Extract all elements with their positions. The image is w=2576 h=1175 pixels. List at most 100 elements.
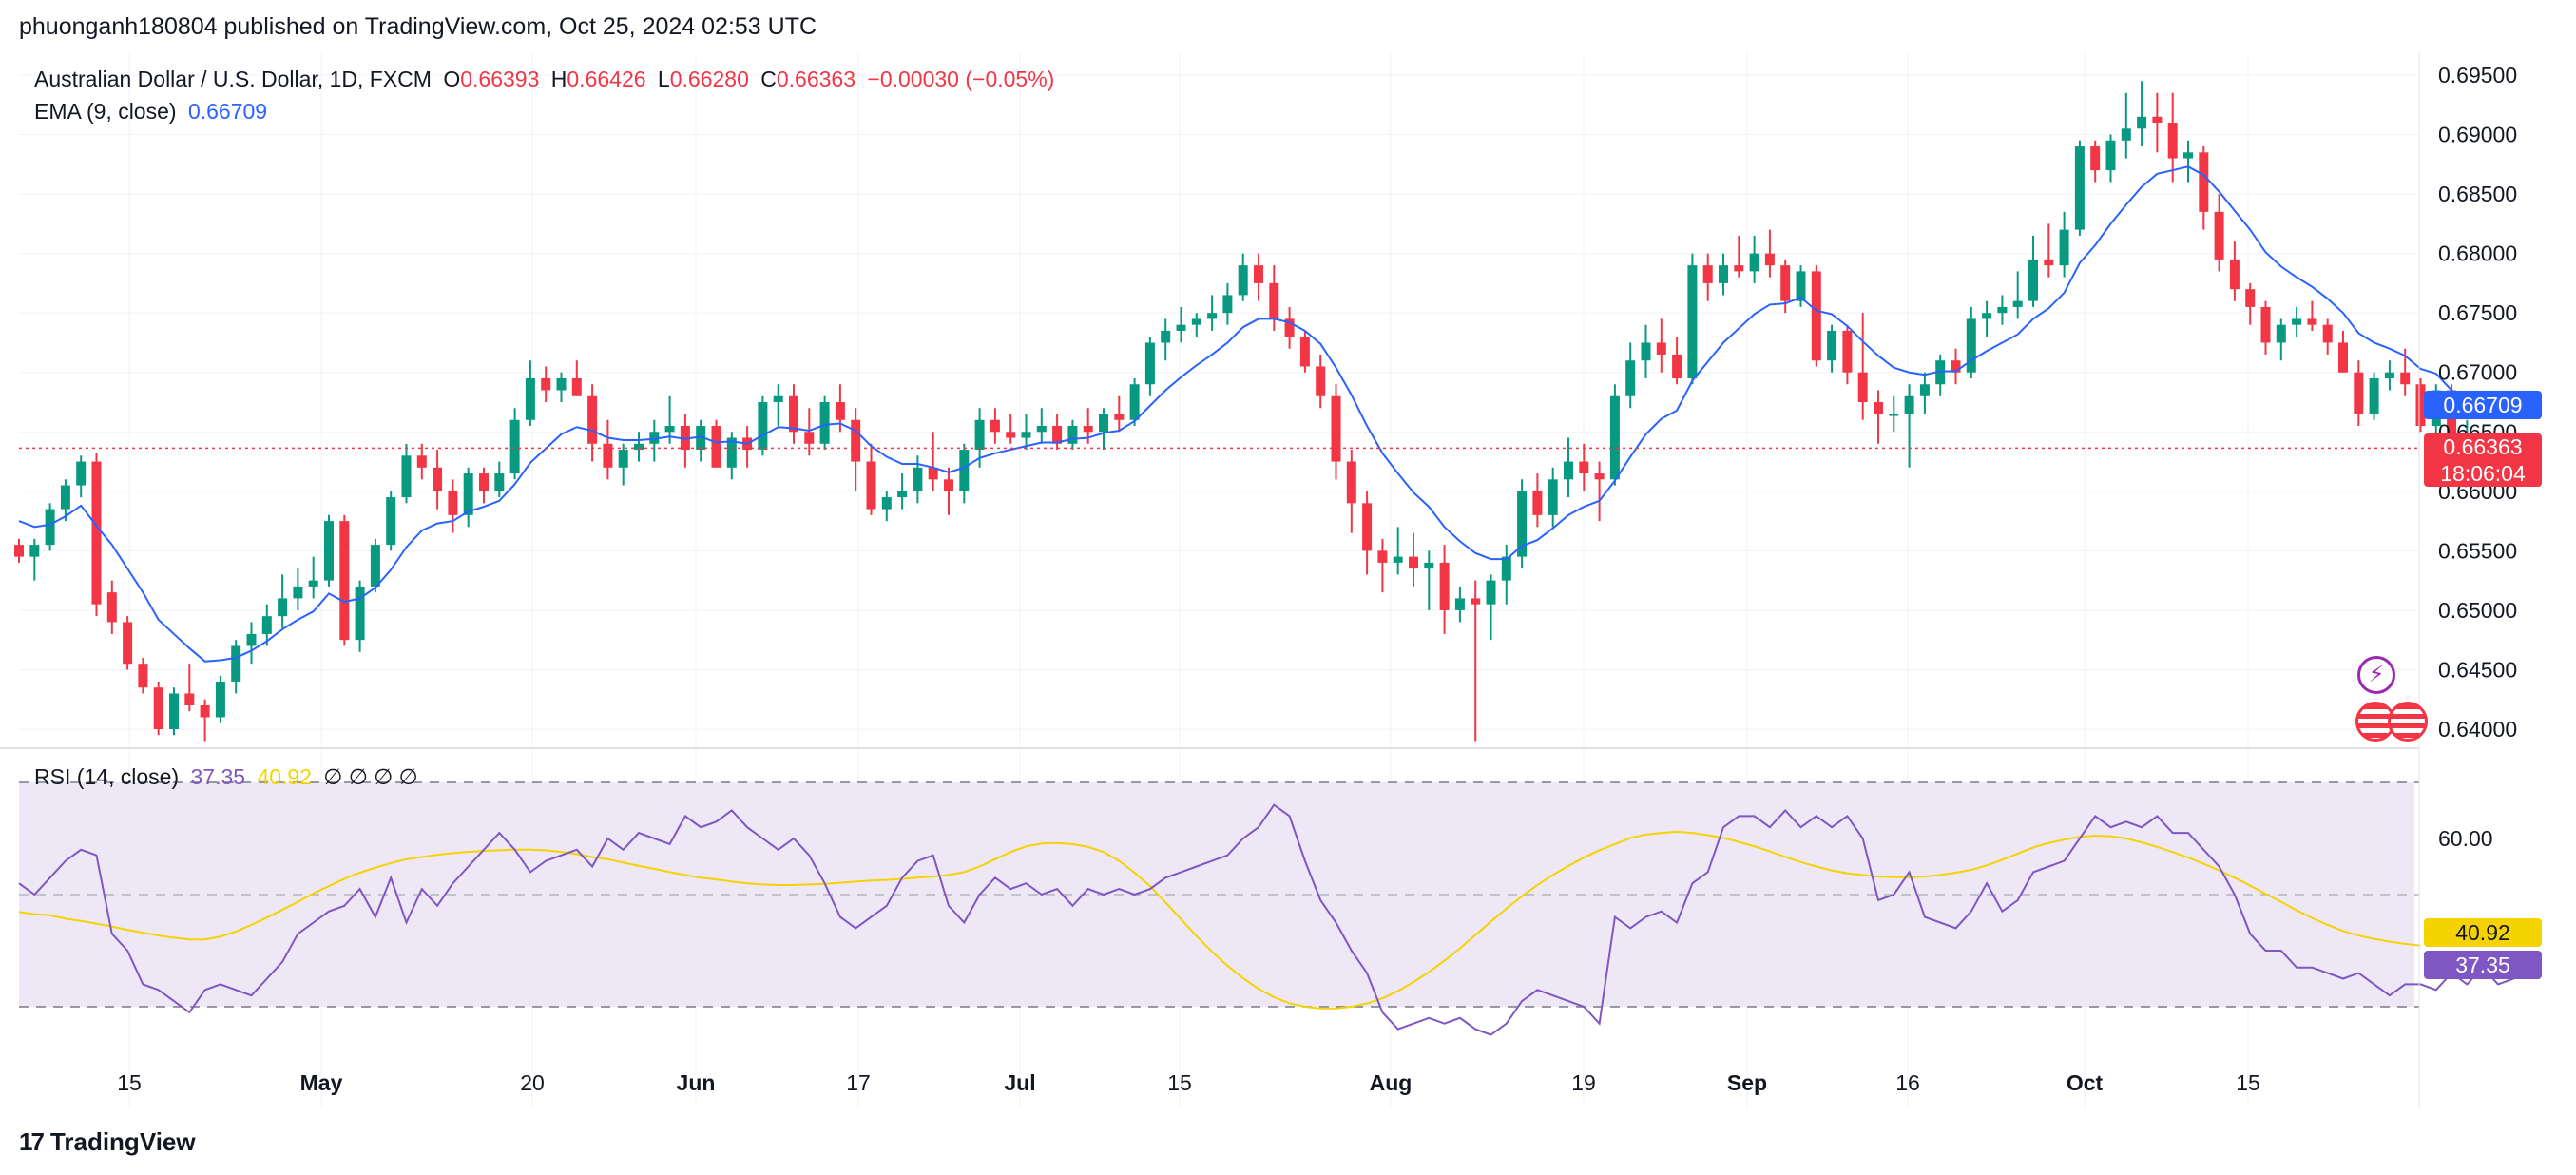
candle-body [200, 704, 210, 718]
candle [1454, 586, 1465, 623]
candle [2105, 134, 2116, 183]
candle [416, 443, 427, 480]
time-tick-label: May [300, 1070, 343, 1095]
ema-price-badge: 0.66709 [2424, 391, 2542, 419]
price-tick-label: 0.64500 [2438, 657, 2517, 682]
candle-body [1874, 402, 1883, 414]
candle [556, 372, 567, 402]
candle [1099, 408, 1108, 451]
candle-body [959, 450, 970, 491]
candle [634, 432, 644, 462]
candle-body [1594, 473, 1605, 480]
price-tick-label: 0.65500 [2438, 538, 2517, 563]
candle [1207, 295, 1218, 331]
candle-body [1564, 461, 1573, 480]
candle-body [680, 426, 690, 451]
candle [2074, 140, 2085, 236]
candle [680, 414, 690, 468]
candle-body [138, 664, 148, 688]
rsi-line [18, 803, 2530, 1036]
candle-body [386, 497, 396, 546]
candle [2137, 81, 2147, 147]
ema-line [18, 165, 2484, 663]
candle-body [1238, 265, 1248, 296]
candle [2199, 146, 2209, 230]
candle-body [2229, 259, 2240, 290]
candle [804, 408, 815, 456]
candle-body [881, 497, 892, 510]
rsi-ma-value: 40.92 [257, 764, 313, 789]
candle [1393, 527, 1403, 575]
candle-body [355, 586, 365, 641]
candle-body [603, 443, 613, 468]
candle [1424, 550, 1434, 610]
lightning-icon[interactable]: ⚡ [2357, 656, 2395, 694]
time-tick-label: 15 [117, 1070, 142, 1095]
rsi-legend[interactable]: RSI (14, close) 37.35 40.92 ∅ ∅ ∅ ∅ [34, 764, 424, 790]
candle-body [711, 426, 721, 468]
candle-body [944, 479, 953, 491]
candle-body [1346, 461, 1356, 504]
au-flag-icon[interactable] [2388, 702, 2428, 742]
ema-legend[interactable]: EMA (9, close) 0.66709 [34, 99, 273, 125]
close-value: 0.66363 [776, 67, 856, 91]
candle [1517, 479, 1528, 569]
open-label: O [443, 67, 461, 91]
candle-body [1454, 598, 1465, 610]
candle [1144, 337, 1155, 396]
candle-body [789, 395, 798, 433]
candle [355, 580, 365, 652]
candle-body [91, 461, 102, 605]
candle-body [494, 473, 505, 491]
candle [1982, 300, 1992, 337]
time-tick-label: Jul [1004, 1070, 1035, 1095]
candle [2276, 318, 2286, 361]
price-tick-label: 0.65000 [2438, 598, 2517, 623]
price-tick-label: 0.68500 [2438, 182, 2517, 206]
candle-body [1672, 354, 1682, 378]
candle [1594, 461, 1605, 522]
candle [1377, 538, 1388, 593]
candle-body [1532, 491, 1543, 515]
candle-body [433, 467, 443, 491]
candle [60, 479, 70, 522]
candle-body [123, 622, 133, 665]
candle [2384, 360, 2394, 391]
candle [1904, 384, 1914, 468]
candle-body [974, 419, 985, 451]
tradingview-footer[interactable]: 17 TradingView [19, 1127, 196, 1157]
candle-body [819, 402, 830, 444]
candle-body [231, 645, 241, 682]
candle-body [587, 395, 598, 444]
candle-body [278, 598, 288, 617]
candle-body [1842, 330, 1853, 373]
candle-body [541, 377, 551, 391]
time-tick-label: 17 [846, 1070, 871, 1095]
candle [1284, 306, 1295, 349]
candle [14, 538, 24, 563]
candle-body [835, 402, 845, 420]
candle-body [2400, 372, 2411, 385]
time-tick-label: 16 [1895, 1070, 1920, 1095]
candle [1764, 229, 1775, 278]
candle-body [60, 485, 70, 510]
candle [819, 395, 830, 451]
candle-body [1982, 313, 1992, 319]
candle [1532, 473, 1543, 528]
high-label: H [550, 67, 567, 91]
candle-body [1641, 342, 1651, 361]
candle [1191, 313, 1201, 337]
rsi-badge: 37.35 [2424, 951, 2542, 979]
candle [1919, 372, 1930, 414]
candle-body [463, 473, 473, 515]
candle-body [2167, 123, 2178, 159]
candle-body [2384, 372, 2394, 378]
candle [370, 538, 380, 593]
candle-body [184, 693, 195, 705]
candle [509, 408, 520, 480]
candle [1052, 414, 1063, 451]
candle-body [1517, 491, 1528, 557]
candle [2059, 211, 2069, 278]
low-label: L [657, 67, 670, 91]
